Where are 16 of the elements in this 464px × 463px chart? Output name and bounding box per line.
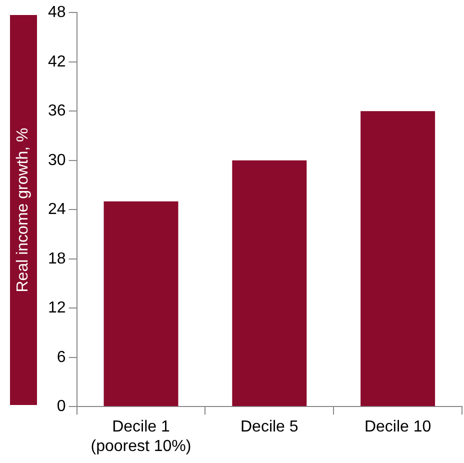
y-tick-label: 48	[48, 4, 66, 22]
x-tick-label: Decile 5	[240, 418, 298, 436]
bar	[232, 160, 307, 406]
x-tick-label: Decile 1 (poorest 10%)	[90, 418, 192, 455]
y-tick-label: 6	[56, 348, 66, 366]
bar	[360, 111, 436, 406]
y-tick-label: 24	[48, 201, 66, 218]
y-axis-title: Real income growth, %	[14, 128, 32, 292]
y-tick-label: 36	[48, 102, 66, 120]
y-tick-label: 18	[48, 250, 66, 268]
y-tick-label: 12	[48, 300, 66, 317]
y-tick-label: 42	[48, 53, 66, 70]
bar	[104, 201, 178, 406]
y-tick-label: 30	[48, 152, 66, 169]
y-tick-label: 0	[56, 398, 66, 416]
x-tick-label: Decile 10	[364, 418, 432, 436]
